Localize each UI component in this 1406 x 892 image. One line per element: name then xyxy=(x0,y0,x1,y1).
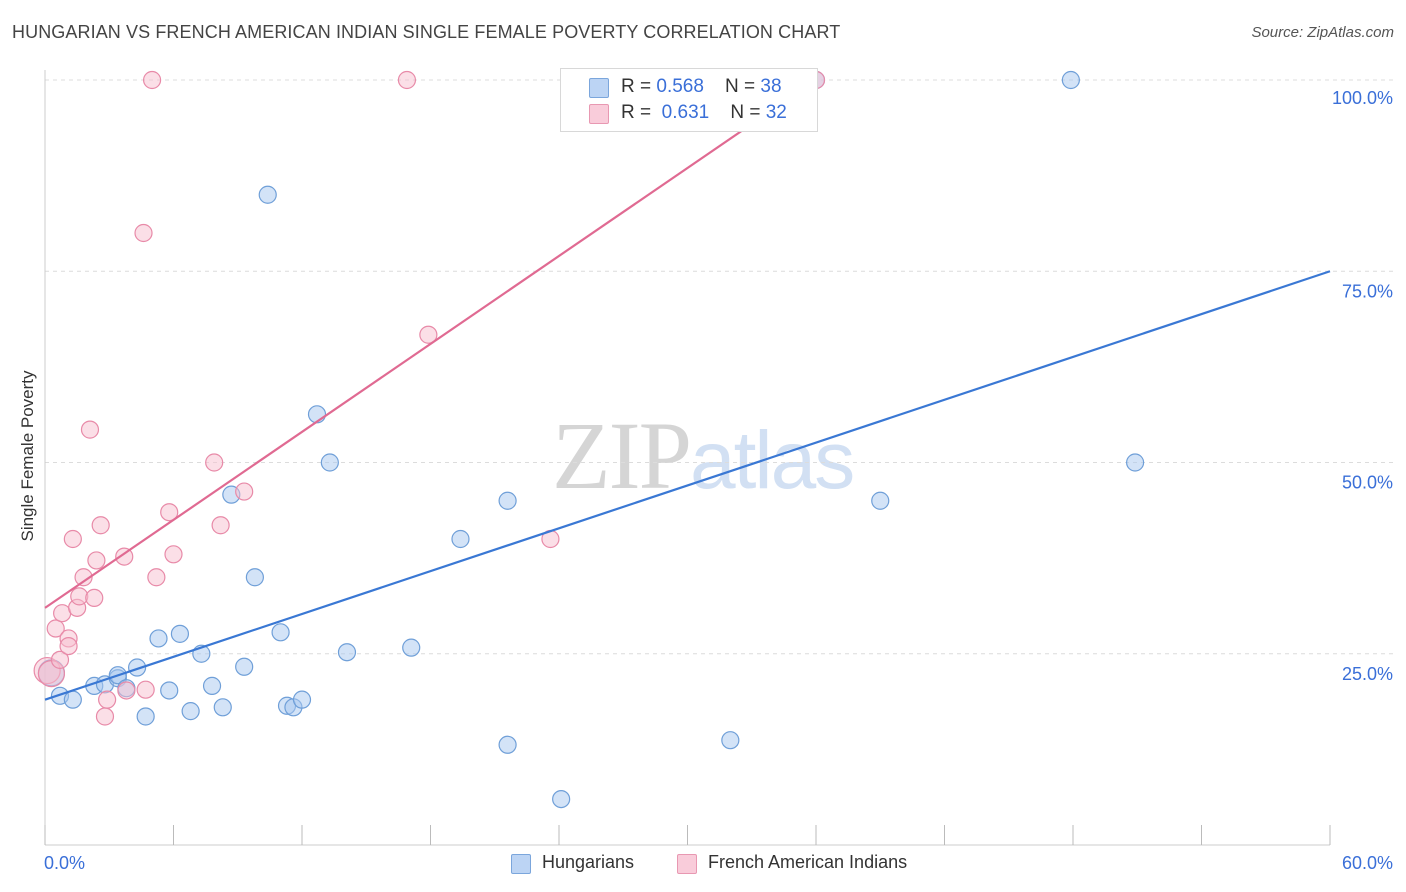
french-american-indians-legend-swatch xyxy=(677,854,697,874)
chart-title: HUNGARIAN VS FRENCH AMERICAN INDIAN SING… xyxy=(12,22,841,42)
n-value-french-american-indians: 32 xyxy=(765,102,787,123)
r-label: R = xyxy=(621,102,657,123)
french-american-indians-legend-label: French American Indians xyxy=(708,852,908,872)
french-american-indians-point xyxy=(59,636,78,656)
french-american-indians-point xyxy=(70,587,89,606)
french-american-indians-point xyxy=(85,588,104,608)
hungarians-swatch xyxy=(589,78,609,98)
y-tick-label: 100.0% xyxy=(1332,88,1393,108)
hungarians-point xyxy=(258,185,277,204)
hungarians-point xyxy=(202,676,222,695)
french-american-indians-point xyxy=(46,619,65,638)
hungarians-point xyxy=(1061,70,1080,90)
hungarians-point xyxy=(170,624,190,643)
x-tick-label: 0.0% xyxy=(44,853,85,873)
hungarians-trend-line xyxy=(44,270,1331,701)
french-american-indians-point xyxy=(147,568,166,587)
hungarians-point xyxy=(149,629,168,648)
hungarians-point xyxy=(292,690,312,709)
hungarians-point xyxy=(63,690,82,709)
french-american-indians-point xyxy=(87,551,106,570)
french-american-indians-point xyxy=(136,680,155,699)
r-value-hungarians: 0.568 xyxy=(656,76,704,97)
french-american-indians-point xyxy=(74,568,93,587)
r-value-french-american-indians: 0.631 xyxy=(661,102,710,123)
french-american-indians-point xyxy=(211,516,230,535)
french-american-indians-point xyxy=(80,420,100,439)
hungarians-point xyxy=(320,453,339,472)
hungarians-point xyxy=(213,698,232,717)
hungarians-point xyxy=(245,568,264,587)
hungarians-point xyxy=(181,702,200,721)
hungarians-point xyxy=(402,638,421,657)
y-tick-label: 50.0% xyxy=(1342,473,1393,493)
hungarians-point xyxy=(451,529,470,549)
french-american-indians-point xyxy=(205,453,224,472)
french-american-indians-point xyxy=(98,690,117,709)
x-tick-label: 60.0% xyxy=(1342,853,1393,873)
hungarians-point xyxy=(1126,453,1145,472)
n-label: N = xyxy=(730,102,766,123)
french-american-indians-point xyxy=(164,545,183,564)
hungarians-point xyxy=(498,735,517,754)
hungarians-point xyxy=(127,658,147,677)
hungarians-point xyxy=(721,731,740,750)
french-american-indians-point xyxy=(91,516,110,535)
french-american-indians-point xyxy=(115,547,134,566)
french-american-indians-swatch xyxy=(589,104,609,124)
hungarians-point xyxy=(337,643,357,662)
french-american-indians-point xyxy=(160,503,179,522)
french-american-indians-point xyxy=(50,650,70,669)
hungarians-point xyxy=(307,405,327,424)
source-label: Source: ZipAtlas.com xyxy=(1251,24,1394,41)
n-value-hungarians: 38 xyxy=(760,76,782,97)
french-american-indians-trend-line xyxy=(44,79,817,609)
hungarians-point xyxy=(136,707,155,726)
french-american-indians-point xyxy=(419,325,438,344)
hungarians-point xyxy=(160,681,179,700)
french-american-indians-point xyxy=(117,681,136,700)
french-american-indians-point xyxy=(95,707,115,726)
hungarians-point xyxy=(552,789,571,809)
y-tick-label: 25.0% xyxy=(1342,664,1393,684)
french-american-indians-point xyxy=(235,482,254,501)
r-label: R = xyxy=(621,76,657,97)
watermark-atlas: atlas xyxy=(690,415,855,506)
hungarians-point xyxy=(498,491,517,510)
french-american-indians-point xyxy=(63,529,82,549)
n-label: N = xyxy=(725,76,761,97)
french-american-indians-point xyxy=(134,223,153,243)
hungarians-point xyxy=(271,623,290,642)
french-american-indians-point xyxy=(397,70,417,90)
y-tick-label: 75.0% xyxy=(1342,281,1393,301)
stats-legend: R = 0.568 N = 38 R = 0.631 N = 32 xyxy=(560,68,818,132)
french-american-indians-point xyxy=(142,70,162,90)
hungarians-point xyxy=(235,657,254,676)
hungarians-legend-label: Hungarians xyxy=(542,852,635,872)
hungarians-legend-swatch xyxy=(511,854,531,874)
hungarians-point xyxy=(871,491,890,510)
